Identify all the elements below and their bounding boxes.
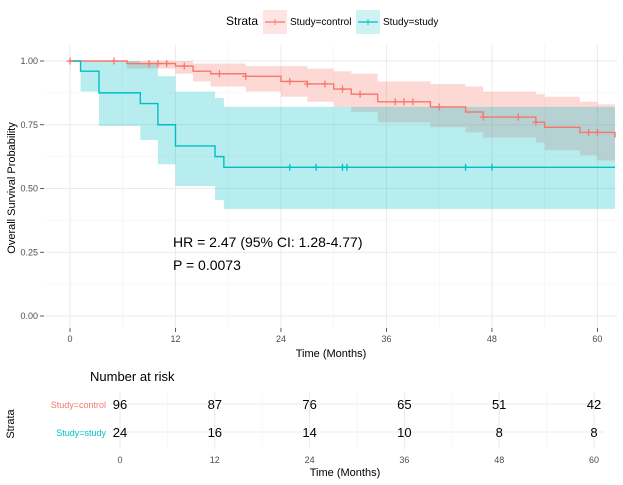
risk-table-x-title: Time (Months) xyxy=(310,467,381,479)
censor-mark xyxy=(488,163,496,171)
censor-mark xyxy=(242,72,250,80)
censor-mark xyxy=(462,163,470,171)
risk-x-tick-label: 36 xyxy=(399,455,409,465)
risk-x-tick-label: 48 xyxy=(494,455,504,465)
censor-mark xyxy=(215,70,223,78)
risk-count: 8 xyxy=(496,425,503,440)
censor-mark xyxy=(343,163,351,171)
censor-mark xyxy=(479,113,487,121)
risk-x-tick-label: 0 xyxy=(117,455,122,465)
legend-key-control-mark: + xyxy=(271,15,278,29)
y-tick-label: 0.75 xyxy=(20,120,38,130)
censor-mark xyxy=(400,98,408,106)
x-tick-label: 12 xyxy=(170,334,180,344)
censor-mark xyxy=(163,60,171,68)
censor-mark xyxy=(339,85,346,93)
x-tick-label: 36 xyxy=(381,334,391,344)
censor-mark xyxy=(110,57,118,65)
y-tick-label: 0.00 xyxy=(20,311,38,321)
censor-mark xyxy=(409,98,417,106)
censor-mark xyxy=(391,98,399,106)
legend: Strata + Study=control + Study=study xyxy=(226,10,438,34)
y-axis-ticks: 0.00 0.25 0.50 0.75 1.00 xyxy=(20,56,44,321)
y-axis-title: Overall Survival Probability xyxy=(6,122,18,254)
censor-mark xyxy=(145,60,153,68)
risk-count: 14 xyxy=(302,425,316,440)
legend-label-control: Study=control xyxy=(290,17,351,28)
ci-band-study-control xyxy=(70,61,615,163)
risk-table-x-ticks: 0 12 24 36 48 60 xyxy=(117,455,599,465)
censor-marks xyxy=(66,57,601,171)
censor-mark xyxy=(321,80,329,88)
risk-count: 10 xyxy=(397,425,411,440)
risk-table-y-title: Strata xyxy=(5,408,17,438)
risk-count: 96 xyxy=(113,397,127,412)
risk-table-title: Number at risk xyxy=(90,369,175,384)
censor-mark xyxy=(303,80,311,88)
censor-mark xyxy=(286,77,294,85)
x-axis-ticks: 0 12 24 36 48 60 xyxy=(67,328,602,344)
x-axis-title: Time (Months) xyxy=(296,348,367,360)
risk-count: 16 xyxy=(208,425,222,440)
x-tick-label: 48 xyxy=(487,334,497,344)
censor-mark xyxy=(180,62,188,70)
risk-count: 65 xyxy=(397,397,411,412)
risk-x-tick-label: 60 xyxy=(589,455,599,465)
risk-count: 42 xyxy=(587,397,601,412)
censor-mark xyxy=(154,60,162,68)
censor-mark xyxy=(514,113,522,121)
risk-count: 87 xyxy=(208,397,222,412)
risk-x-tick-label: 24 xyxy=(305,455,315,465)
survival-curves xyxy=(70,60,616,169)
legend-key-study-mark: + xyxy=(364,15,371,29)
censor-mark xyxy=(435,103,443,111)
risk-table-values: 96 87 76 65 51 42 24 16 14 10 8 8 xyxy=(113,397,601,440)
censor-mark xyxy=(532,118,540,126)
y-tick-label: 1.00 xyxy=(20,56,38,66)
confidence-bands xyxy=(70,61,615,209)
risk-count: 8 xyxy=(590,425,597,440)
censor-mark xyxy=(286,163,294,171)
survival-curve-study-study xyxy=(70,60,615,169)
plot-grid xyxy=(44,45,617,328)
hr-annotation: HR = 2.47 (95% CI: 1.28-4.77) xyxy=(173,234,363,250)
y-tick-label: 0.25 xyxy=(20,247,38,257)
x-tick-label: 0 xyxy=(67,334,72,344)
risk-x-tick-label: 12 xyxy=(210,455,220,465)
legend-label-study: Study=study xyxy=(383,17,438,28)
risk-table-strata-labels: Study=control Study=study xyxy=(51,400,107,438)
censor-mark xyxy=(356,90,364,98)
censor-mark xyxy=(312,163,320,171)
p-value-annotation: P = 0.0073 xyxy=(173,257,241,273)
x-tick-label: 60 xyxy=(592,334,602,344)
risk-row-label-study-study: Study=study xyxy=(56,428,106,438)
ci-band-study-study xyxy=(70,61,615,209)
x-tick-label: 24 xyxy=(276,334,286,344)
censor-mark xyxy=(66,57,74,65)
censor-mark xyxy=(585,128,593,136)
y-tick-label: 0.50 xyxy=(20,184,38,194)
legend-title: Strata xyxy=(226,14,258,28)
risk-count: 76 xyxy=(302,397,316,412)
risk-row-label-study-control: Study=control xyxy=(51,400,106,410)
survival-curve-study-control xyxy=(70,60,616,138)
risk-count: 51 xyxy=(492,397,506,412)
risk-table-grid xyxy=(110,392,605,449)
censor-mark xyxy=(593,128,601,136)
risk-count: 24 xyxy=(113,425,127,440)
